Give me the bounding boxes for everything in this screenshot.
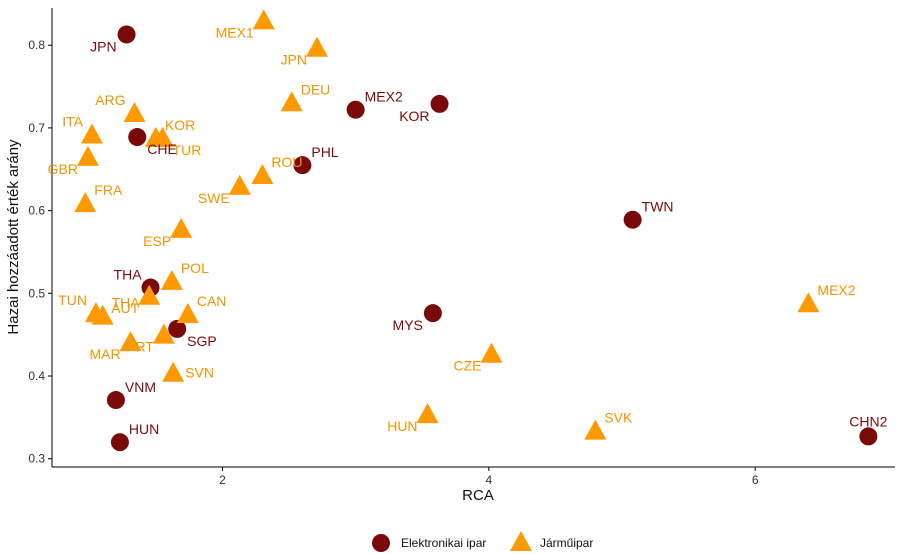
point-electronics-chn2 [859, 427, 878, 446]
point-label-electronics-che: CHE [147, 141, 177, 157]
point-automotive-deu [280, 91, 303, 112]
y-tick-label: 0.4 [28, 369, 45, 383]
data-points [74, 9, 878, 452]
point-label-automotive-jpn: JPN [281, 52, 307, 68]
point-electronics-che [128, 128, 147, 147]
point-label-automotive-tha: THA [112, 295, 141, 311]
point-label-electronics-hun: HUN [129, 421, 159, 437]
point-automotive-mex2 [797, 292, 820, 313]
point-automotive-cze [480, 342, 503, 363]
point-label-automotive-prt: PRT [126, 339, 154, 355]
point-label-electronics-sgp: SGP [187, 333, 217, 349]
point-label-automotive-tur: TUR [173, 142, 202, 158]
point-label-automotive-gbr: GBR [48, 161, 78, 177]
point-label-automotive-swe: SWE [198, 190, 230, 206]
point-label-automotive-pol: POL [181, 260, 209, 276]
point-electronics-jpn [117, 25, 136, 44]
legend-triangle-marker [510, 531, 532, 551]
x-axis-title: RCA [462, 487, 494, 504]
point-automotive-fra [74, 192, 97, 213]
plot-area: 2 4 6 0.3 0.4 0.5 0.6 0.7 0.8 JPN MEX2 KOR CHE PHL TW… [28, 8, 895, 487]
point-automotive-svk [584, 419, 607, 440]
point-label-electronics-tha: THA [114, 267, 143, 283]
point-automotive-ita [80, 123, 103, 144]
point-label-automotive-svn: SVN [185, 365, 214, 381]
point-automotive-prt [152, 323, 175, 344]
point-label-electronics-mex2: MEX2 [365, 89, 403, 105]
y-tick-label: 0.6 [28, 204, 45, 218]
point-label-automotive-mar: MAR [89, 346, 120, 362]
legend-label-automotive: Járműipar [540, 536, 593, 550]
point-label-automotive-arg: ARG [95, 92, 125, 108]
point-label-automotive-can: CAN [197, 293, 227, 309]
point-label-automotive-hun: HUN [387, 418, 417, 434]
point-electronics-vnm [106, 391, 125, 410]
point-label-electronics-mys: MYS [393, 317, 423, 333]
axis-ticks: 2 4 6 0.3 0.4 0.5 0.6 0.7 0.8 [28, 38, 759, 487]
point-automotive-swe [228, 174, 251, 195]
point-label-electronics-phl: PHL [311, 144, 338, 160]
point-label-automotive-deu: DEU [301, 81, 331, 97]
point-electronics-mys [423, 304, 442, 323]
point-automotive-gbr [76, 145, 99, 166]
point-automotive-pol [160, 269, 183, 290]
point-automotive-can [176, 303, 199, 323]
point-label-automotive-tun: TUN [58, 292, 87, 308]
x-tick-label: 6 [752, 473, 759, 487]
point-electronics-hun [110, 433, 129, 452]
point-automotive-arg [123, 102, 146, 123]
legend: Elektronikai ipar Járműipar [372, 531, 593, 552]
point-label-electronics-jpn: JPN [90, 38, 116, 54]
y-tick-label: 0.8 [28, 38, 45, 52]
point-automotive-aut [138, 284, 161, 305]
point-label-automotive-mex1: MEX1 [216, 24, 254, 40]
legend-circle-marker [372, 534, 390, 552]
point-automotive-mex1 [252, 9, 275, 30]
point-electronics-phl [293, 156, 312, 175]
y-tick-label: 0.7 [28, 121, 45, 135]
point-label-electronics-vnm: VNM [125, 379, 156, 395]
point-electronics-sgp [168, 319, 187, 338]
point-electronics-mex2 [346, 100, 365, 119]
point-automotive-svn [162, 361, 185, 382]
point-label-automotive-fra: FRA [94, 182, 123, 198]
point-label-automotive-svk: SVK [604, 410, 633, 426]
point-automotive-jpn [306, 36, 329, 57]
point-automotive-esp [170, 217, 193, 238]
point-automotive-hun [416, 403, 439, 424]
point-label-automotive-rou: ROU [271, 154, 302, 170]
y-tick-label: 0.3 [28, 452, 45, 466]
y-tick-label: 0.5 [28, 286, 45, 300]
x-tick-label: 2 [219, 473, 226, 487]
x-tick-label: 4 [485, 473, 492, 487]
point-label-automotive-esp: ESP [143, 233, 171, 249]
point-label-electronics-twn: TWN [642, 199, 674, 215]
point-labels: JPN MEX2 KOR CHE PHL TWN THA MYS SGP VNM HUN CHN2 ME… [48, 24, 888, 437]
point-label-electronics-kor: KOR [399, 108, 429, 124]
point-label-automotive-mex2: MEX2 [817, 282, 855, 298]
y-axis-title: Hazai hozzáadott érték arány [5, 139, 22, 335]
point-label-automotive-cze: CZE [453, 358, 481, 374]
legend-label-electronics: Elektronikai ipar [401, 536, 486, 550]
legend-item-automotive: Járműipar [510, 531, 593, 551]
point-automotive-tha [91, 304, 114, 325]
point-electronics-kor [430, 94, 449, 113]
legend-item-electronics: Elektronikai ipar [372, 534, 486, 552]
point-electronics-twn [623, 210, 642, 229]
point-label-electronics-chn2: CHN2 [849, 413, 887, 429]
point-automotive-tur [151, 126, 174, 147]
point-automotive-mar [119, 331, 142, 352]
point-label-automotive-aut: AUT [111, 300, 139, 316]
point-label-automotive-ita: ITA [62, 114, 83, 130]
point-label-automotive-kor: KOR [165, 117, 195, 133]
point-automotive-rou [251, 164, 274, 185]
